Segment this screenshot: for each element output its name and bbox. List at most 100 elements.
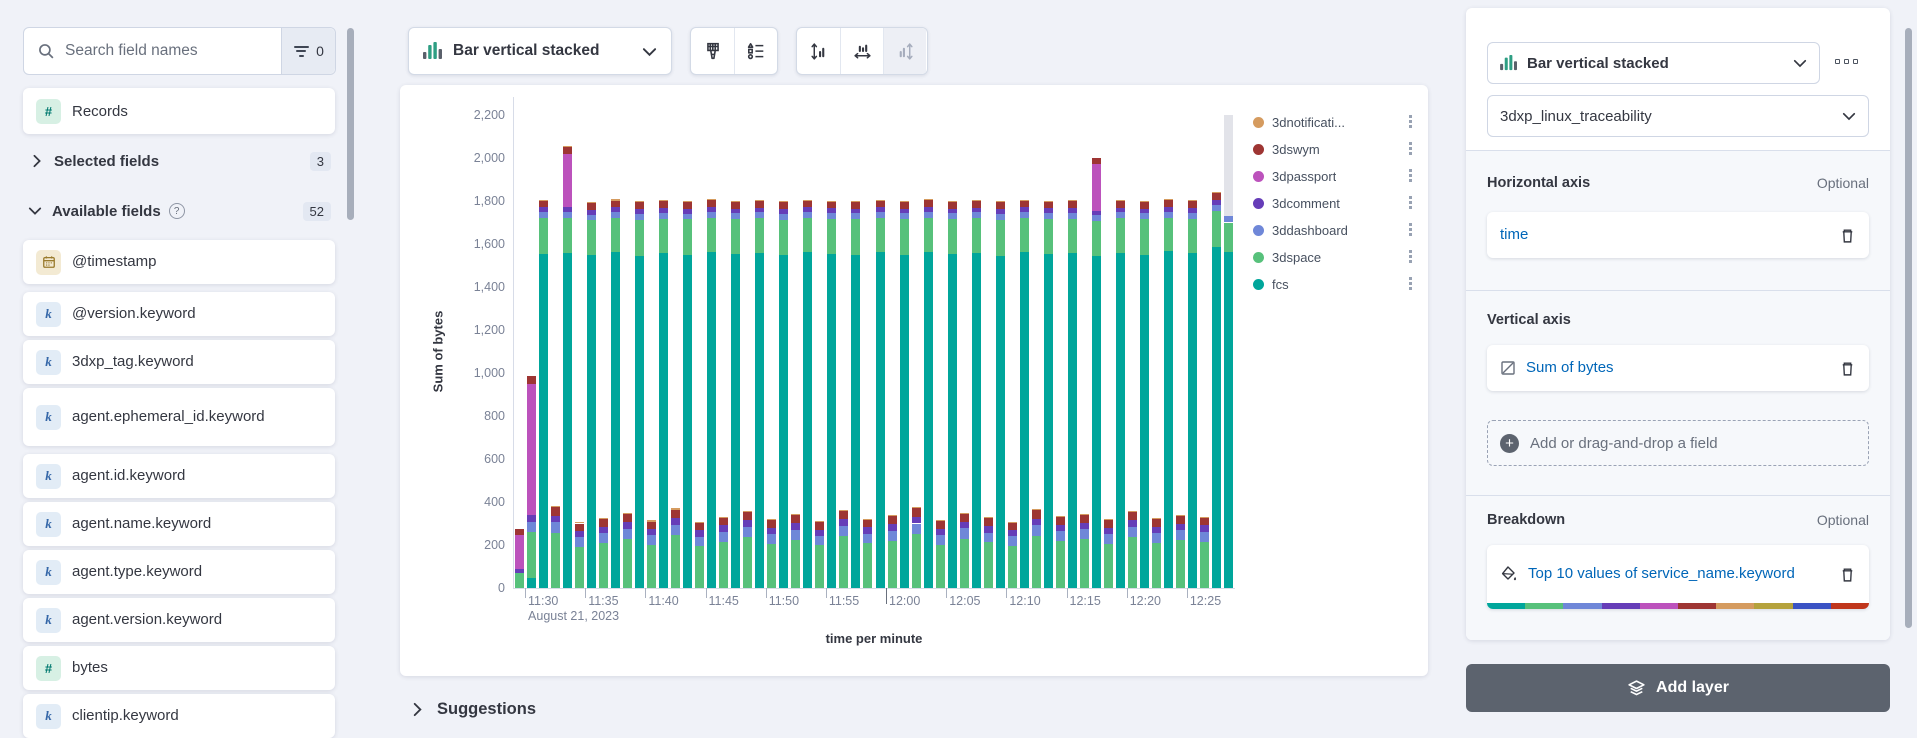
bar-segment-fcs[interactable] [586, 255, 596, 588]
bar-segment-3dcomment[interactable] [743, 520, 753, 528]
bar-segment-3dspace[interactable] [767, 543, 777, 588]
bar-segment-3ddashboard[interactable] [1104, 534, 1114, 545]
bar-segment-3ddashboard[interactable] [1188, 212, 1198, 219]
bar-segment-3dswym[interactable] [646, 521, 656, 530]
bar-segment-3dcomment[interactable] [791, 522, 801, 530]
bar-segment-fcs[interactable] [923, 251, 933, 588]
bar-segment-3dcomment[interactable] [562, 207, 572, 213]
bar-segment-fcs[interactable] [731, 254, 741, 588]
bar-segment-3dspace[interactable] [514, 572, 524, 588]
selected-fields-toggle[interactable]: Selected fields 3 [23, 148, 335, 174]
bar-segment-3dcomment[interactable] [1212, 199, 1222, 205]
bar-segment-3dcomment[interactable] [827, 208, 837, 214]
bar-segment-3dcomment[interactable] [1104, 528, 1114, 535]
bar-segment-3dspace[interactable] [731, 219, 741, 255]
bar-segment-3dnotification[interactable] [803, 199, 813, 201]
bar-segment-3dnotification[interactable] [887, 515, 897, 517]
bar-segment-3dpassport[interactable] [562, 153, 572, 208]
bar-segment-3ddashboard[interactable] [670, 524, 680, 536]
bar-segment-3dcomment[interactable] [935, 528, 945, 535]
bar-segment-3dcomment[interactable] [959, 521, 969, 529]
chart-type-select[interactable]: Bar vertical stacked [1487, 42, 1820, 84]
bar-segment-3dswym[interactable] [707, 200, 717, 207]
available-fields-toggle[interactable]: Available fields ? 52 [23, 198, 335, 224]
bar-segment-3dswym[interactable] [1200, 517, 1210, 526]
bar-segment-3dswym[interactable] [959, 513, 969, 522]
bar-segment-3dspace[interactable] [1212, 210, 1222, 248]
bar-segment-3dcomment[interactable] [1068, 207, 1078, 213]
bar-segment-fcs[interactable] [1164, 251, 1174, 588]
bar-segment-3dcomment[interactable] [550, 515, 560, 523]
sidebar-scrollbar[interactable] [347, 28, 354, 220]
bar-segment-3dswym[interactable] [598, 518, 608, 527]
bar-segment-3dcomment[interactable] [767, 527, 777, 535]
bar-segment-3dspace[interactable] [1068, 218, 1078, 254]
bar-segment-3dnotification[interactable] [562, 146, 572, 148]
bar-segment-3dcomment[interactable] [514, 569, 524, 573]
field-item[interactable]: # bytes [23, 646, 335, 690]
bar-segment-3dspace[interactable] [1176, 540, 1186, 588]
bar-segment-3dspace[interactable] [598, 542, 608, 588]
bar-segment-3ddashboard[interactable] [1140, 213, 1150, 220]
bar-segment-3dcomment[interactable] [707, 206, 717, 212]
bar-segment-fcs[interactable] [995, 255, 1005, 588]
bar-segment-3dswym[interactable] [1140, 202, 1150, 209]
legend-item[interactable]: 3dnotificati... [1253, 111, 1413, 133]
bar-segment-3dcomment[interactable] [851, 208, 861, 214]
bar-segment-3dspace[interactable] [1056, 541, 1066, 588]
bar-segment-3dspace[interactable] [1031, 535, 1041, 588]
bar-segment-3dswym[interactable] [1019, 200, 1029, 208]
trash-icon[interactable] [1839, 566, 1856, 583]
bar-segment-3dcomment[interactable] [538, 207, 548, 213]
legend-item-menu-icon[interactable] [1409, 169, 1413, 183]
legend-item-menu-icon[interactable] [1409, 277, 1413, 291]
field-item[interactable]: k 3dxp_tag.keyword [23, 340, 335, 384]
bar-segment-3dspace[interactable] [622, 538, 632, 588]
bar-segment-3dspace[interactable] [1164, 217, 1174, 252]
bar-segment-3dcomment[interactable] [719, 525, 729, 532]
bar-segment-3dswym[interactable] [1092, 158, 1102, 165]
bar-segment-3dpassport[interactable] [526, 383, 536, 515]
add-layer-button[interactable]: Add layer [1466, 664, 1890, 712]
bar-segment-3dcomment[interactable] [839, 518, 849, 526]
window-scrollbar[interactable] [1905, 28, 1912, 628]
bar-segment-3dnotification[interactable] [719, 516, 729, 518]
bar-segment-3ddashboard[interactable] [983, 532, 993, 543]
bar-segment-3dcomment[interactable] [1164, 206, 1174, 212]
legend-settings-button[interactable] [734, 28, 777, 74]
field-item[interactable]: k agent.type.keyword [23, 550, 335, 594]
bar-segment-3dswym[interactable] [1031, 510, 1041, 519]
bar-segment-3dswym[interactable] [815, 522, 825, 530]
bar-segment-3ddashboard[interactable] [562, 212, 572, 219]
bar-segment-3dcomment[interactable] [863, 527, 873, 534]
plot-area[interactable]: 0 200 400 600 800 1,000 1,200 1,400 1,600 1,800 2,… [400, 85, 1428, 676]
field-item-records[interactable]: # Records [23, 88, 335, 134]
bottom-axis-button[interactable] [840, 28, 883, 74]
suggestions-toggle[interactable]: Suggestions [410, 700, 536, 719]
bar-segment-fcs[interactable] [1019, 252, 1029, 588]
bar-segment-3dswym[interactable] [911, 508, 921, 517]
dimension-sum-of-bytes[interactable]: Sum of bytes [1487, 345, 1869, 391]
bar-segment-fcs[interactable] [755, 252, 765, 588]
bar-segment-3dspace[interactable] [1188, 218, 1198, 254]
legend-item-menu-icon[interactable] [1409, 115, 1413, 129]
bar-segment-fcs[interactable] [1116, 252, 1126, 588]
bar-segment-3dcomment[interactable] [1031, 518, 1041, 526]
field-item[interactable]: k @version.keyword [23, 292, 335, 336]
bar-segment-3dcomment[interactable] [911, 516, 921, 524]
bar-segment-3ddashboard[interactable] [863, 533, 873, 544]
bar-segment-3dcomment[interactable] [670, 517, 680, 525]
bar-segment-3dnotification[interactable] [839, 509, 849, 511]
bar-segment-3dcomment[interactable] [526, 514, 536, 522]
bar-segment-3dnotification[interactable] [598, 517, 608, 519]
bar-segment-3dcomment[interactable] [1092, 210, 1102, 216]
bar-segment-3dcomment[interactable] [815, 529, 825, 536]
bar-segment-3dswym[interactable] [1188, 201, 1198, 209]
bar-segment-3dnotification[interactable] [1031, 508, 1041, 511]
bar-segment-3dspace[interactable] [646, 545, 656, 588]
bar-segment-3dspace[interactable] [550, 533, 560, 588]
bar-segment-3ddashboard[interactable] [1056, 531, 1066, 542]
bar-segment-fcs[interactable] [634, 255, 644, 588]
bar-segment-3ddashboard[interactable] [1224, 216, 1234, 223]
bar-segment-3dspace[interactable] [538, 218, 548, 254]
